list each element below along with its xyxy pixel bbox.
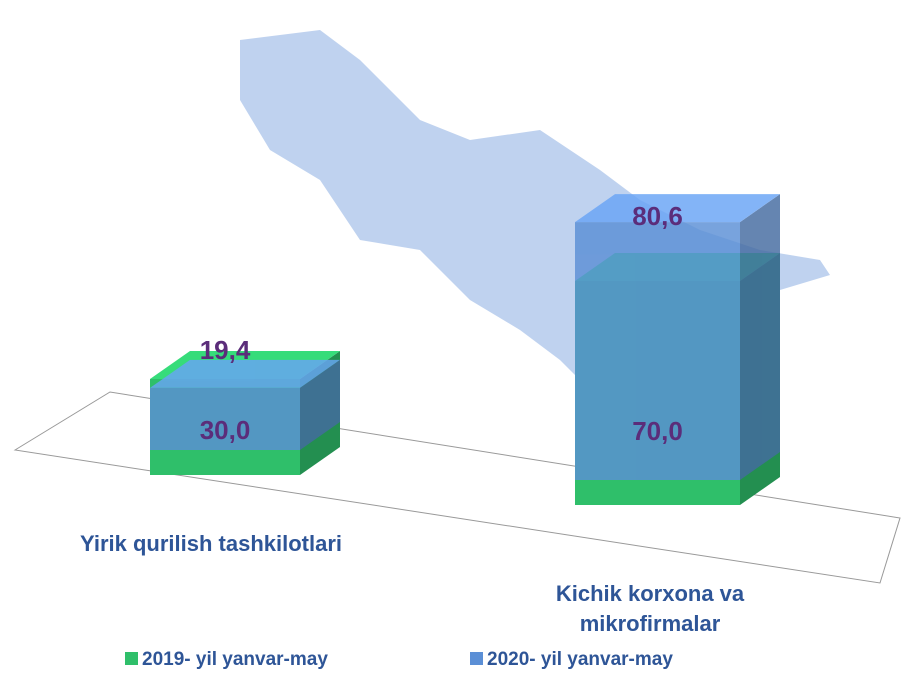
x-tick-label: Kichik korxona va mikrofirmalar <box>556 581 745 636</box>
value-label: 30,0 <box>200 415 251 445</box>
bar-top <box>150 359 340 388</box>
x-tick-label: Yirik qurilish tashkilotlari <box>80 531 342 556</box>
x-tick-label-line: mikrofirmalar <box>580 611 721 636</box>
floor-plane <box>13 391 901 584</box>
bar <box>575 194 780 480</box>
legend-label: 2020- yil yanvar-may <box>487 649 673 670</box>
x-tick-label-line: Kichik korxona va <box>556 581 745 606</box>
bar <box>150 359 340 450</box>
value-label: 80,6 <box>632 201 683 231</box>
legend-swatch <box>470 652 483 665</box>
bar-side <box>740 194 780 480</box>
legend-swatch <box>125 652 138 665</box>
legend-label: 2019- yil yanvar-may <box>142 649 328 670</box>
value-label: 19,4 <box>200 335 251 365</box>
bar-top <box>575 194 780 223</box>
value-label: 70,0 <box>632 416 683 446</box>
bar-side <box>300 359 340 450</box>
bar-front <box>575 222 740 480</box>
bar-front <box>150 387 300 450</box>
